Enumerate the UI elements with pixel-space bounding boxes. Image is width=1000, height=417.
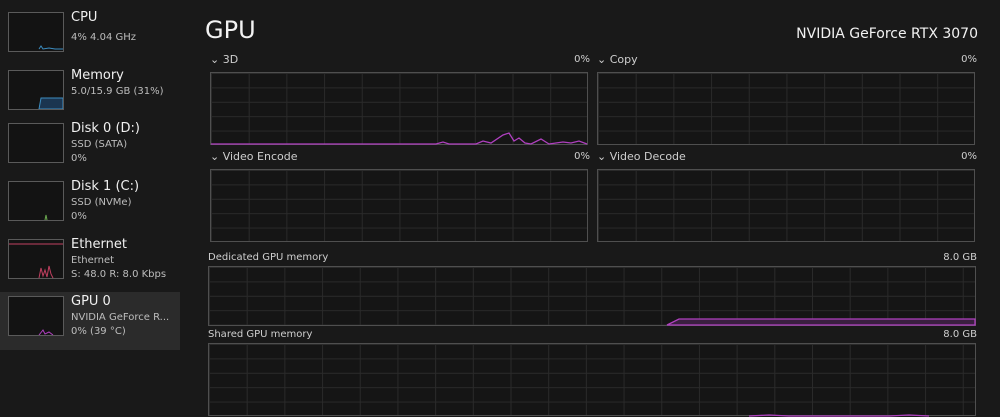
- graph-label: ⌄ Video Encode: [210, 150, 298, 163]
- graph-dedicated-memory: [208, 266, 976, 326]
- item-name: Disk 0 (D:): [71, 121, 140, 136]
- sparkline: [44, 214, 48, 221]
- graph-label: Shared GPU memory: [208, 329, 313, 340]
- graph-name: Video Encode: [222, 150, 298, 163]
- graph-label: ⌄ Video Decode: [597, 150, 686, 163]
- gpu-model: NVIDIA GeForce RTX 3070: [796, 26, 978, 42]
- item-name: Disk 1 (C:): [71, 179, 140, 194]
- graph-value: 0%: [961, 151, 977, 162]
- graph-shared-memory: [208, 343, 976, 417]
- graph-name: Copy: [609, 53, 638, 66]
- item-detail: SSD (NVMe): [71, 197, 132, 208]
- item-name: CPU: [71, 10, 98, 25]
- graph-3d: [210, 72, 588, 145]
- item-name: Ethernet: [71, 237, 127, 252]
- sidebar-item[interactable]: CPU 4% 4.04 GHz: [0, 8, 180, 66]
- thumbnail: [8, 70, 64, 110]
- item-detail: 0%: [71, 153, 87, 164]
- item-detail: 0% (39 °C): [71, 326, 126, 337]
- sidebar-item[interactable]: Ethernet Ethernet S: 48.0 R: 8.0 Kbps: [0, 235, 180, 293]
- sparkline: [38, 329, 54, 336]
- graph-label: ⌄ Copy: [597, 53, 638, 66]
- graph-label: ⌄ 3D: [210, 53, 239, 66]
- item-name: GPU 0: [71, 294, 111, 309]
- sidebar-item[interactable]: Disk 1 (C:) SSD (NVMe) 0%: [0, 177, 180, 235]
- item-detail: S: 48.0 R: 8.0 Kbps: [71, 269, 167, 280]
- thumbnail: [8, 12, 64, 52]
- sparkline: [38, 45, 63, 50]
- item-detail: SSD (SATA): [71, 139, 128, 150]
- graph-video-decode: [597, 169, 975, 242]
- item-name: Memory: [71, 68, 124, 83]
- item-detail: 4% 4.04 GHz: [71, 32, 137, 43]
- item-detail: Ethernet: [71, 255, 115, 266]
- graph-value: 8.0 GB: [943, 252, 977, 263]
- item-detail: 0%: [71, 211, 87, 222]
- page-title: GPU: [205, 16, 256, 44]
- sparkline: [38, 97, 64, 110]
- graph-video-encode: [210, 169, 588, 242]
- graph-copy: [597, 72, 975, 145]
- graph-name: 3D: [222, 53, 239, 66]
- graph-value: 0%: [961, 54, 977, 65]
- graph-line: [211, 132, 588, 145]
- thumbnail: [8, 239, 64, 279]
- sidebar-item[interactable]: Disk 0 (D:) SSD (SATA) 0%: [0, 119, 180, 177]
- graph-value: 0%: [574, 54, 590, 65]
- sidebar-item[interactable]: Memory 5.0/15.9 GB (31%): [0, 66, 180, 124]
- graph-value: 0%: [574, 151, 590, 162]
- graph-label: Dedicated GPU memory: [208, 252, 329, 263]
- item-detail: 5.0/15.9 GB (31%): [71, 86, 164, 97]
- sidebar-item[interactable]: GPU 0 NVIDIA GeForce R... 0% (39 °C): [0, 292, 180, 350]
- graph-line: [666, 318, 976, 326]
- graph-value: 8.0 GB: [943, 329, 977, 340]
- item-detail: NVIDIA GeForce R...: [71, 312, 170, 323]
- thumbnail: [8, 296, 64, 336]
- thumbnail: [8, 181, 64, 221]
- thumbnail: [8, 123, 64, 163]
- graph-line: [748, 414, 930, 417]
- graph-name: Video Decode: [609, 150, 686, 163]
- sparkline: [9, 243, 63, 279]
